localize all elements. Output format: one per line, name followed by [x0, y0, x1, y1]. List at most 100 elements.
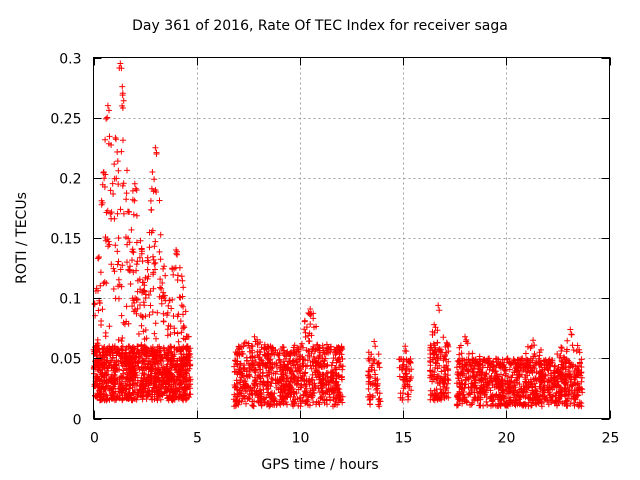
data-point	[144, 388, 151, 395]
data-point	[118, 338, 125, 344]
data-point	[251, 333, 258, 340]
data-point	[124, 259, 130, 266]
data-point	[99, 362, 106, 369]
data-point	[163, 363, 170, 370]
data-point	[119, 396, 126, 403]
data-point	[491, 368, 498, 375]
data-point	[574, 387, 581, 394]
data-point	[109, 180, 116, 187]
data-point	[482, 376, 489, 383]
data-point	[548, 357, 555, 364]
data-point	[177, 361, 184, 368]
data-point	[120, 137, 126, 144]
data-point	[546, 360, 553, 366]
data-point	[554, 402, 561, 409]
data-point	[102, 171, 109, 178]
data-point	[101, 351, 107, 358]
data-point	[249, 349, 256, 356]
data-point	[533, 359, 540, 366]
data-point	[187, 362, 194, 369]
data-point	[530, 337, 537, 344]
data-point	[567, 326, 574, 333]
x-tick-label: 10	[292, 431, 310, 447]
data-point	[509, 383, 516, 390]
data-point	[130, 344, 137, 350]
data-point	[156, 197, 163, 204]
data-point	[565, 357, 571, 364]
data-point	[132, 185, 139, 192]
data-point	[108, 209, 115, 216]
data-point	[235, 368, 242, 375]
data-point	[261, 362, 267, 368]
data-point	[396, 373, 403, 380]
data-point	[120, 210, 127, 217]
data-point	[377, 398, 384, 405]
data-point	[113, 136, 119, 143]
data-point	[306, 375, 313, 382]
data-point	[291, 350, 298, 357]
data-point	[311, 324, 317, 331]
data-point	[177, 384, 183, 391]
data-point	[115, 258, 122, 265]
data-point	[432, 364, 439, 371]
data-point	[101, 378, 108, 384]
data-point	[427, 368, 434, 375]
data-point	[126, 267, 133, 274]
data-point	[506, 385, 513, 392]
data-point	[374, 385, 381, 392]
data-point	[133, 187, 140, 194]
data-point	[249, 343, 256, 350]
data-point	[264, 400, 271, 407]
data-point	[444, 375, 451, 382]
data-point	[520, 402, 526, 409]
data-point	[530, 391, 537, 398]
data-point	[128, 358, 135, 365]
data-point	[161, 263, 168, 270]
data-point	[539, 366, 546, 373]
data-point	[522, 350, 529, 357]
data-point	[166, 381, 173, 388]
data-point	[158, 285, 165, 292]
data-point	[265, 355, 271, 362]
data-point	[431, 321, 438, 328]
data-point	[234, 361, 241, 368]
data-point	[147, 197, 154, 204]
data-point	[157, 231, 164, 238]
data-point	[119, 335, 126, 341]
data-point	[293, 390, 300, 397]
data-point	[539, 396, 546, 402]
data-point	[263, 386, 270, 393]
data-point	[256, 348, 263, 355]
data-point	[307, 306, 314, 312]
data-point	[115, 346, 122, 353]
data-point	[241, 378, 248, 385]
data-point	[234, 352, 241, 359]
data-point	[500, 383, 506, 390]
data-point	[261, 351, 268, 358]
data-point	[475, 363, 482, 370]
data-point	[331, 389, 337, 396]
data-point	[113, 175, 120, 182]
data-point	[432, 346, 439, 353]
data-point	[311, 390, 318, 397]
data-point	[141, 288, 148, 295]
data-point	[316, 344, 323, 351]
data-point	[114, 158, 121, 165]
data-point	[559, 358, 566, 365]
data-point	[106, 323, 113, 330]
data-point	[120, 374, 127, 381]
data-point	[108, 357, 115, 364]
data-point	[511, 391, 518, 398]
data-point	[330, 396, 337, 403]
chart-title: Day 361 of 2016, Rate Of TEC Index for r…	[132, 18, 508, 34]
data-point	[119, 262, 126, 269]
data-point	[309, 392, 316, 399]
data-point	[180, 303, 187, 310]
data-point	[255, 398, 262, 405]
data-point	[404, 373, 411, 380]
data-point	[183, 376, 190, 383]
data-point	[504, 355, 511, 362]
data-point	[105, 238, 112, 245]
data-point	[560, 365, 567, 372]
data-point	[520, 388, 527, 395]
